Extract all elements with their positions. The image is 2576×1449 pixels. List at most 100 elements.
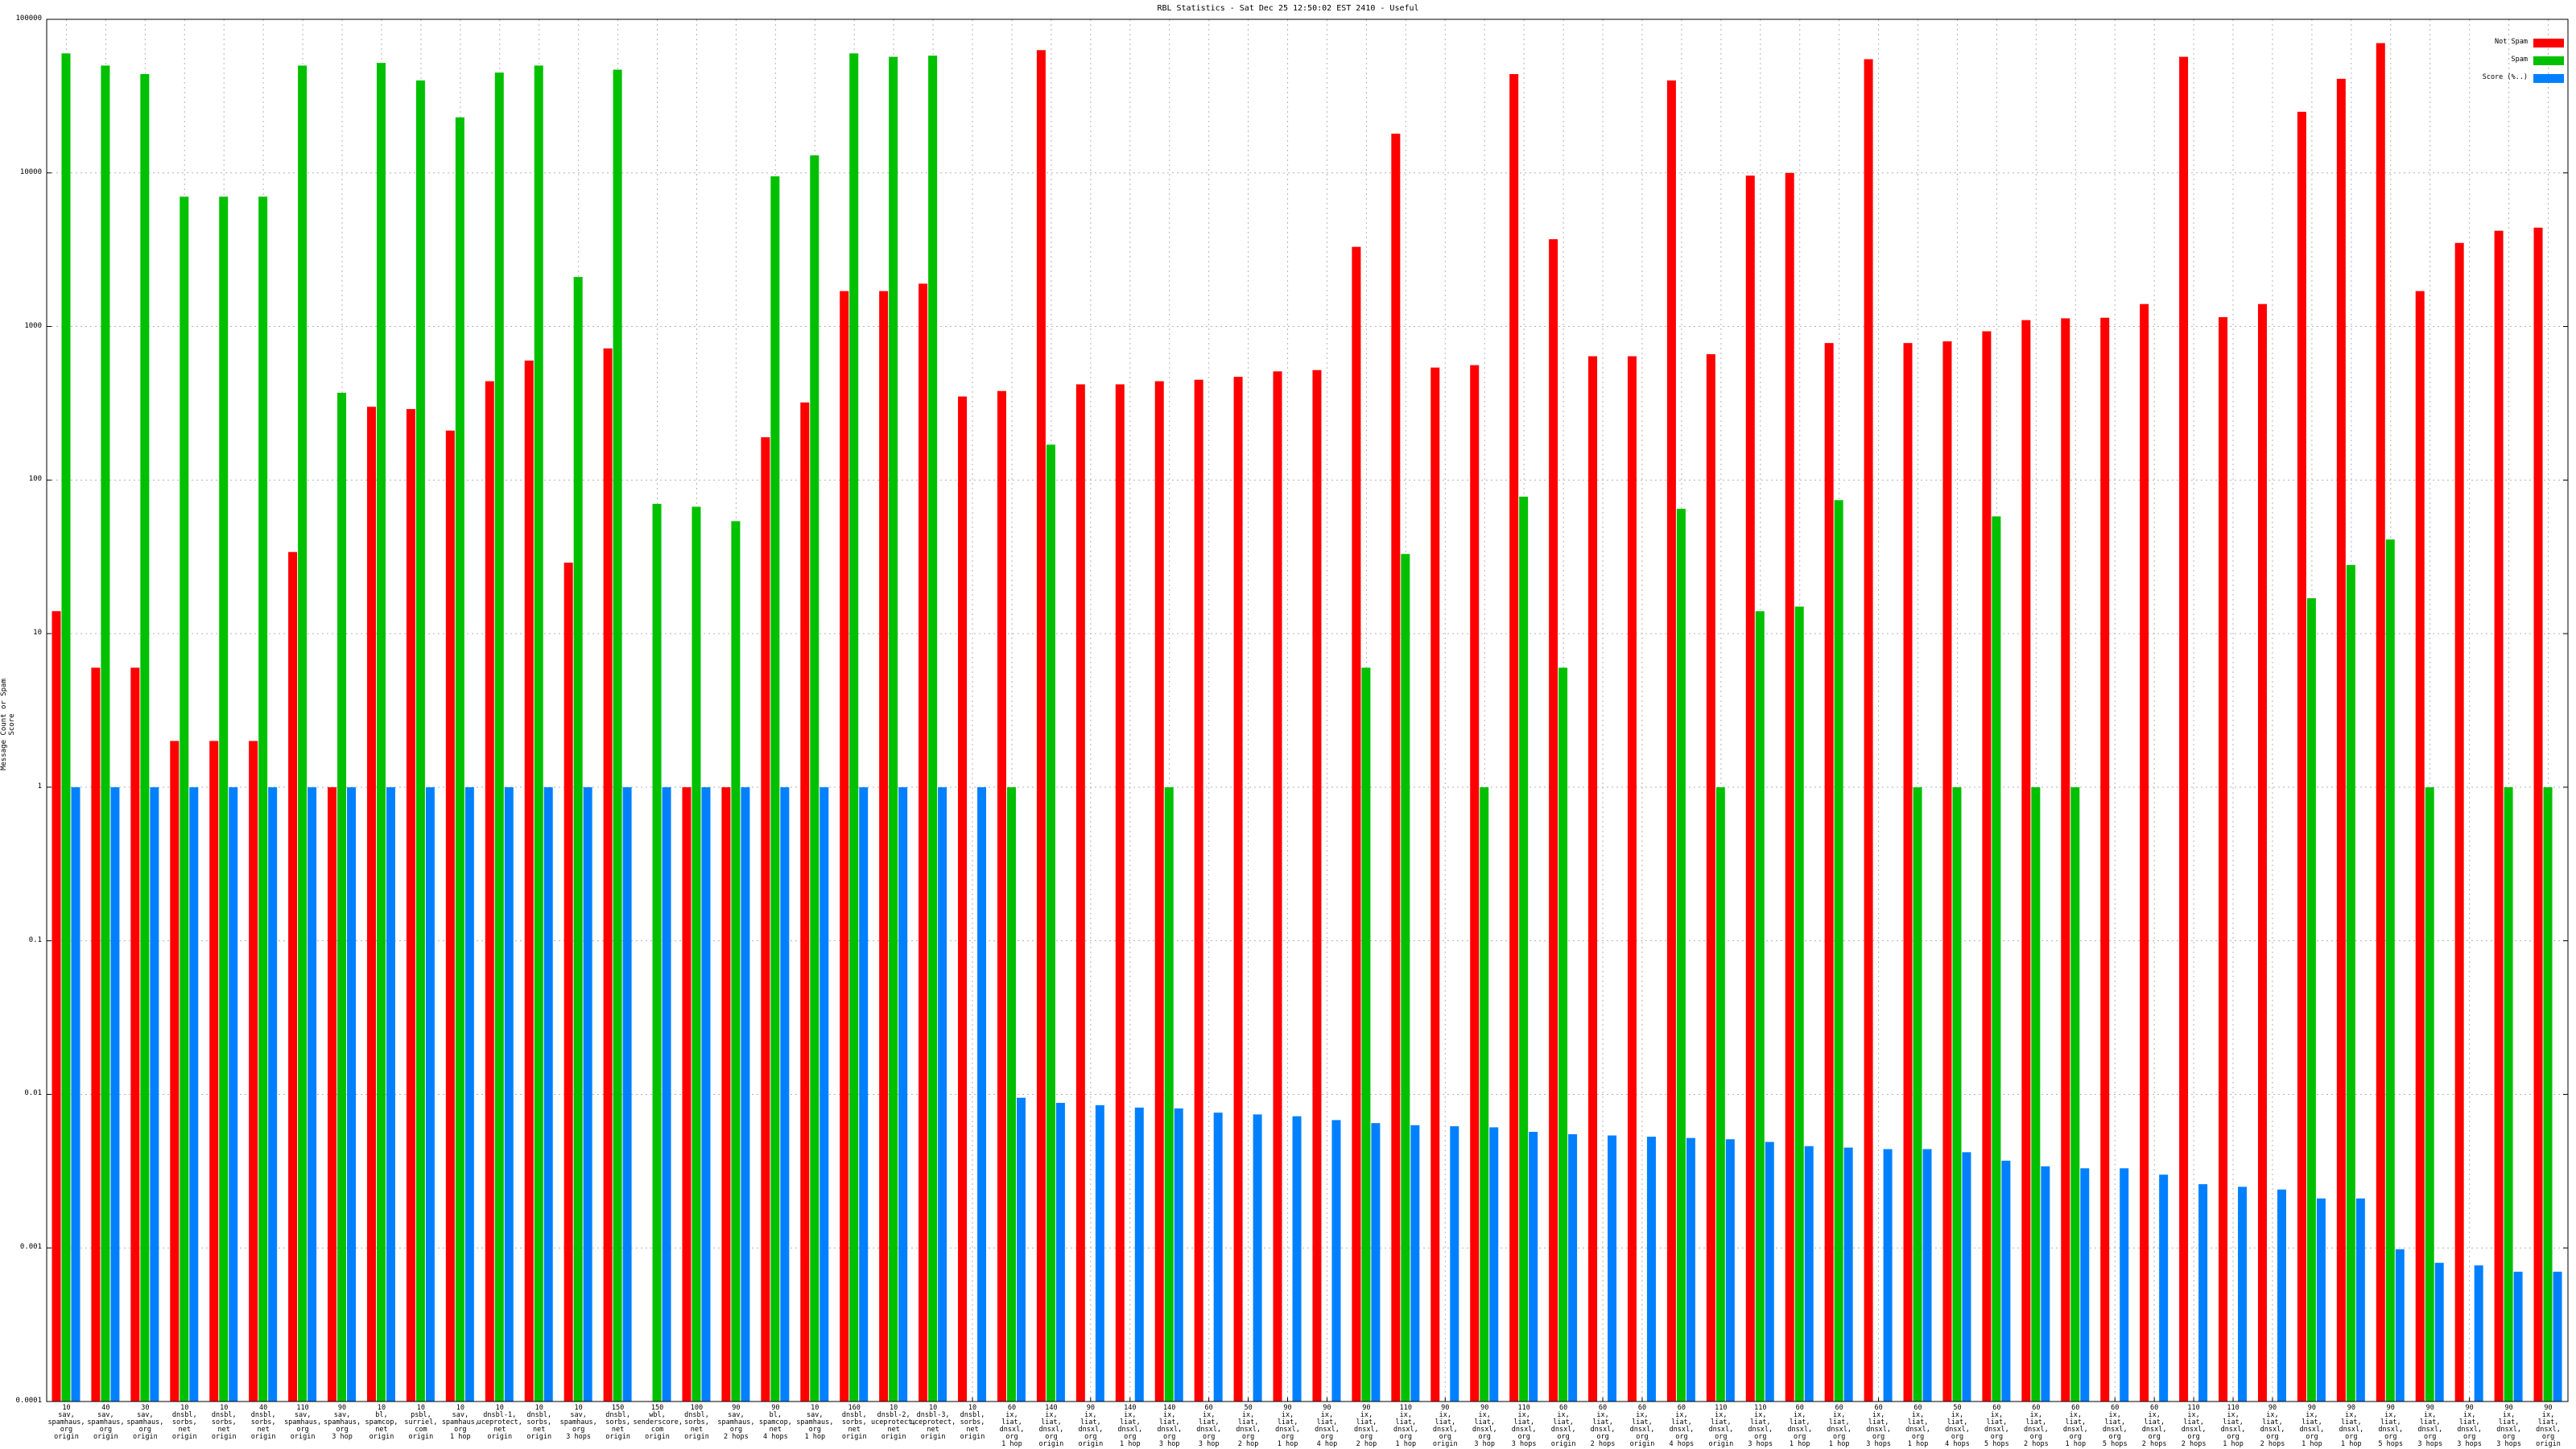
y-tick-label: 1000 xyxy=(24,321,42,330)
x-tick-label: 100 dnsbl, sorbs, net origin xyxy=(684,1404,709,1441)
x-tick-label: 150 wbl, senderscore, com origin xyxy=(633,1404,683,1441)
bar-score xyxy=(425,786,435,1402)
x-tick-label: 60 ix, liat, dnsxl, org 4 hops xyxy=(1669,1404,1695,1448)
bar-score xyxy=(268,786,278,1402)
bar-not-spam xyxy=(997,390,1006,1402)
x-tick-label: 90 ix, liat, dnsxl, org origin xyxy=(1432,1404,1458,1448)
bar-spam xyxy=(455,117,464,1402)
bar-spam xyxy=(180,196,189,1402)
bar-not-spam xyxy=(1036,50,1046,1402)
bar-score xyxy=(1725,1139,1735,1402)
bar-spam xyxy=(1834,500,1843,1402)
bar-score xyxy=(1686,1137,1695,1402)
bar-not-spam xyxy=(209,741,219,1402)
bar-not-spam xyxy=(1154,381,1164,1402)
bar-not-spam xyxy=(879,291,889,1402)
x-tick-label: 60 ix, liat, dnsxl, org 2 hops xyxy=(2023,1404,2049,1448)
bar-spam xyxy=(140,74,150,1402)
y-tick-label: 100 xyxy=(28,475,42,484)
bar-spam xyxy=(1006,786,1016,1402)
x-tick-label: 40 dnsbl, sorbs, net origin xyxy=(250,1404,276,1441)
bar-not-spam xyxy=(2179,56,2189,1402)
x-tick-label: 60 ix, liat, dnsxl, org 5 hops xyxy=(1984,1404,2009,1448)
bar-score xyxy=(2553,1271,2562,1402)
x-tick-label: 110 ix, liat, dnsxl, org 3 hops xyxy=(1748,1404,1773,1448)
bar-spam xyxy=(1480,786,1489,1402)
bar-score xyxy=(819,786,829,1402)
bar-spam xyxy=(415,80,425,1402)
bar-not-spam xyxy=(1470,365,1480,1402)
bar-score xyxy=(1843,1147,1853,1402)
y-tick-label: 1 xyxy=(37,782,42,791)
bar-score xyxy=(2120,1168,2129,1402)
x-tick-label: 10 sav, spamhaus, org origin xyxy=(47,1404,85,1441)
bar-spam xyxy=(2031,786,2041,1402)
y-tick-label: 100000 xyxy=(15,14,42,23)
bar-score xyxy=(1883,1149,1893,1402)
bar-score xyxy=(2238,1187,2248,1402)
x-tick-label: 90 ix, liat, dnsxl, org 1 hop xyxy=(1275,1404,1300,1448)
bar-score xyxy=(2355,1198,2365,1402)
x-tick-label: 10 sav, spamhaus, org 1 hop xyxy=(796,1404,834,1441)
bar-not-spam xyxy=(1666,80,1676,1402)
legend-swatch xyxy=(2533,39,2564,47)
bar-spam xyxy=(1794,606,1804,1402)
bar-score xyxy=(1174,1108,1183,1402)
bar-score xyxy=(1253,1114,1262,1402)
bar-spam xyxy=(1755,611,1765,1402)
bar-score xyxy=(898,786,908,1402)
x-tick-label: 90 ix, liat, dnsxl, org origin xyxy=(2536,1404,2561,1448)
bar-score xyxy=(859,786,869,1402)
bar-not-spam xyxy=(1745,175,1755,1402)
x-tick-label: 60 ix, liat, dnsxl, org 2 hops xyxy=(1590,1404,1616,1448)
x-tick-label: 140 ix, liat, dnsxl, org 1 hop xyxy=(1117,1404,1143,1448)
x-tick-label: 10 dnsbl-2, uceprotect, net origin xyxy=(871,1404,917,1441)
bar-not-spam xyxy=(2494,230,2504,1402)
x-tick-label: 90 ix, liat, dnsxl, org 3 hop xyxy=(1472,1404,1497,1448)
bar-score xyxy=(1450,1126,1459,1402)
bar-not-spam xyxy=(564,562,573,1402)
legend xyxy=(2533,39,2564,83)
legend-label: Not Spam xyxy=(2495,38,2528,46)
bar-not-spam xyxy=(2061,318,2070,1402)
bar-not-spam xyxy=(958,396,968,1402)
bar-spam xyxy=(494,72,504,1402)
bar-score xyxy=(150,786,159,1402)
bar-not-spam xyxy=(1903,343,1913,1402)
bar-spam xyxy=(1361,667,1371,1402)
x-tick-label: 110 ix, liat, dnsxl, org 3 hops xyxy=(1511,1404,1537,1448)
bar-score xyxy=(386,786,395,1402)
x-tick-label: 60 ix, liat, dnsxl, org 3 hop xyxy=(1196,1404,1222,1448)
bar-spam xyxy=(1558,667,1568,1402)
bar-not-spam xyxy=(2415,291,2425,1402)
bar-score xyxy=(780,786,790,1402)
x-tick-label: 10 sav, spamhaus, org 3 hops xyxy=(559,1404,597,1441)
bar-score xyxy=(1292,1116,1302,1402)
x-tick-label: 110 ix, liat, dnsxl, org 1 hop xyxy=(1393,1404,1418,1448)
bar-not-spam xyxy=(1627,356,1637,1402)
bar-spam xyxy=(2346,564,2355,1402)
bar-not-spam xyxy=(761,437,770,1402)
bar-score xyxy=(741,786,750,1402)
bar-spam xyxy=(2385,539,2395,1402)
bar-spam xyxy=(101,65,110,1402)
bar-spam xyxy=(928,56,938,1402)
x-tick-label: 10 psbl, surriel, com origin xyxy=(404,1404,438,1441)
bar-score xyxy=(2513,1271,2523,1402)
bar-spam xyxy=(1046,444,1055,1402)
bar-spam xyxy=(613,69,622,1402)
x-tick-label: 90 ix, liat, dnsxl, org 2 hop xyxy=(1354,1404,1379,1448)
bar-spam xyxy=(889,56,898,1402)
bar-not-spam xyxy=(485,381,494,1402)
x-tick-label: 90 ix, liat, dnsxl, org 5 hops xyxy=(2378,1404,2404,1448)
bar-score xyxy=(504,786,514,1402)
bar-score xyxy=(229,786,238,1402)
bar-score xyxy=(1055,1103,1065,1402)
x-tick-label: 60 ix, liat, dnsxl, org 2 hops xyxy=(2141,1404,2167,1448)
x-tick-label: 40 sav, spamhaus, org origin xyxy=(87,1404,125,1441)
x-tick-label: 90 ix, liat, dnsxl, org 1 hop xyxy=(2339,1404,2364,1448)
bar-score xyxy=(701,786,711,1402)
x-tick-label: 50 ix, liat, dnsxl, org 4 hops xyxy=(1945,1404,1970,1448)
x-tick-label: 90 ix, liat, dnsxl, org origin xyxy=(1078,1404,1104,1448)
bar-not-spam xyxy=(2336,78,2346,1402)
